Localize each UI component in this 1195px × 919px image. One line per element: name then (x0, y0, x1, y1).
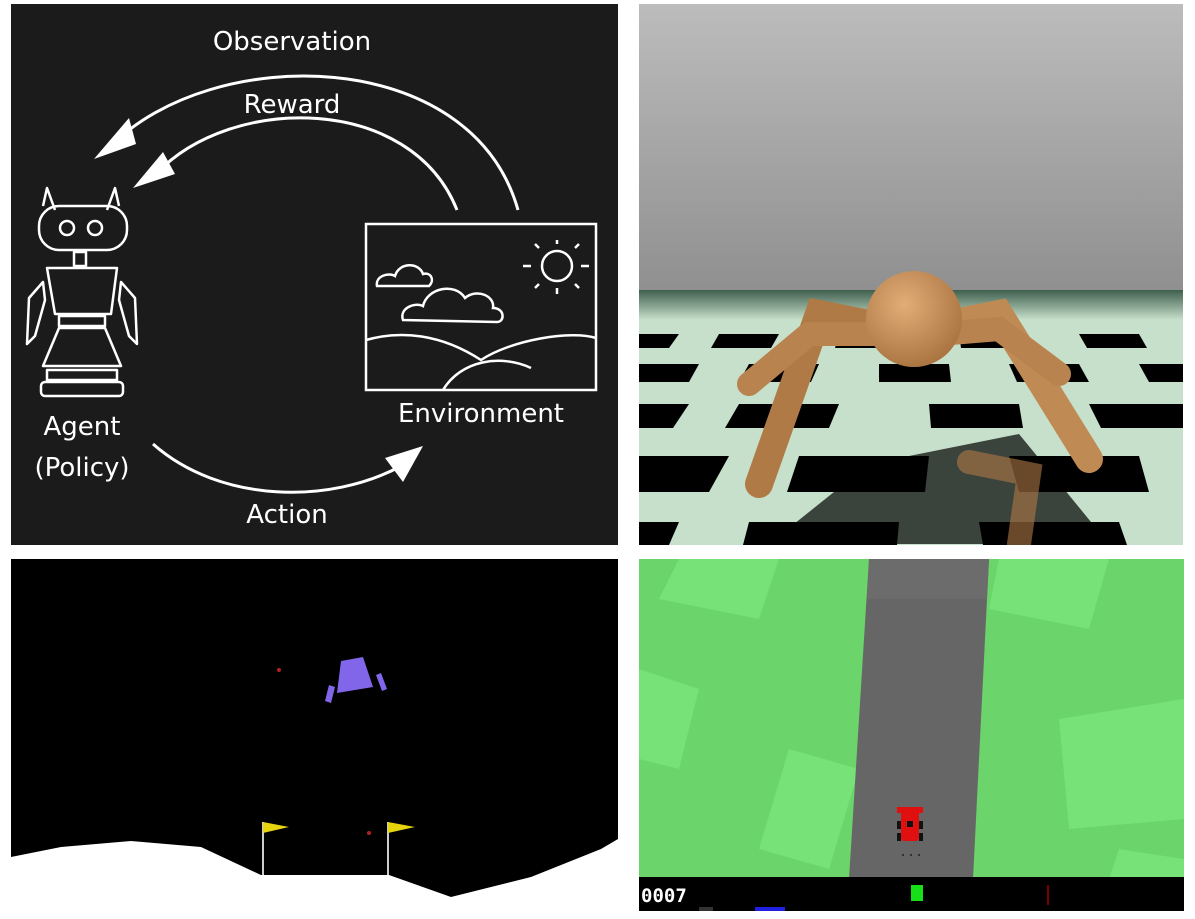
race-car (897, 807, 923, 856)
thrust-particle (277, 668, 281, 672)
car-racing-scene: 0007 (639, 559, 1184, 911)
race-track (849, 559, 989, 879)
agent-label: Agent (44, 412, 121, 442)
reward-arrow (154, 116, 459, 211)
cloud-icon-large (401, 287, 504, 324)
ant-robot (737, 271, 1103, 545)
ant-simulation-view (639, 4, 1183, 545)
lunar-lander-scene (11, 559, 618, 904)
observation-arrowhead (94, 118, 136, 159)
cloud-icon (375, 264, 434, 288)
rl-loop-diagram-panel: Observation Reward Action (11, 4, 618, 545)
steering-indicator (1047, 885, 1049, 905)
observation-arrow (109, 74, 520, 211)
policy-label: (Policy) (34, 453, 129, 483)
action-arrowhead (385, 446, 423, 482)
grass-tiles (639, 559, 1184, 879)
reward-arrowhead (133, 152, 175, 188)
robot-icon (25, 186, 139, 398)
car-racing-view: 0007 (639, 559, 1184, 911)
action-arrow (152, 442, 402, 494)
ant-scene (639, 4, 1183, 545)
observation-label: Observation (213, 27, 371, 57)
reward-label: Reward (244, 90, 341, 120)
sky (639, 4, 1183, 294)
landing-flag-right (387, 822, 415, 875)
abs-indicator (699, 907, 713, 911)
lunar-lander-view (11, 559, 618, 904)
environment-label: Environment (398, 399, 564, 429)
landing-flag-left (262, 822, 289, 875)
speed-indicator (911, 885, 923, 901)
lander-craft (325, 657, 387, 703)
sun-icon (523, 240, 589, 294)
hills-icon (365, 333, 597, 362)
action-label: Action (246, 500, 327, 530)
score-readout: 0007 (641, 885, 687, 907)
gyro-indicator (755, 907, 785, 911)
thrust-particle (367, 831, 371, 835)
moon-terrain (11, 839, 618, 904)
rl-loop-diagram: Observation Reward Action (25, 27, 598, 530)
environment-frame (364, 222, 598, 392)
